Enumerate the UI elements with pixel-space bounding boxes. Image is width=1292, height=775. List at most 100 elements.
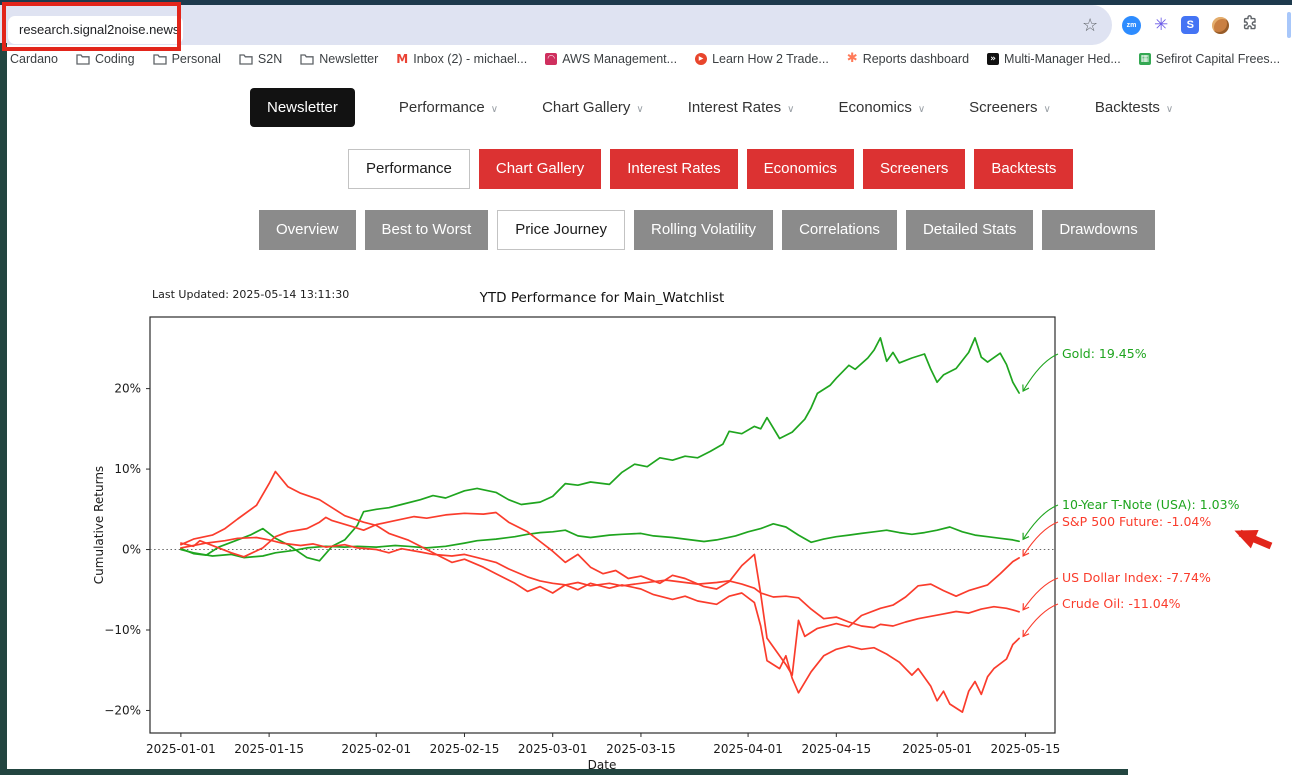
tab-screeners[interactable]: Screeners [862,149,966,189]
primary-nav: Newsletter Performance ∨ Chart Gallery ∨ Inte… [250,88,1173,127]
y-tick-label: 0% [122,543,141,557]
hubspot-sprocket-icon: ✱ [846,51,858,66]
folder-icon [152,53,167,65]
y-axis-label: Cumulative Returns [92,466,106,584]
folder-icon [239,53,253,65]
tab-economics[interactable]: Economics [746,149,854,189]
bookmark-personal[interactable]: Personal [152,51,221,66]
bookmark-label: Learn How 2 Trade... [712,51,829,66]
nav-item-label: Economics [838,99,912,116]
bookmark-learn-how-2-trade[interactable]: ▶ Learn How 2 Trade... [695,52,829,66]
series-label-sp500: S&P 500 Future: -1.04% [1062,514,1211,529]
x-tick-label: 2025-01-15 [234,742,304,756]
y-tick-label: −20% [104,703,141,717]
leader-arrow-crude [1022,603,1059,638]
folder-icon [300,53,314,65]
play-icon: » [987,52,1000,65]
zoom-extension-icon[interactable]: zm [1122,15,1141,35]
screenshot-border-top [0,0,1292,5]
x-tick-label: 2025-04-01 [713,742,783,756]
plot-frame [149,316,1056,734]
series-line-gold [180,337,1020,562]
chevron-down-icon: ∨ [1165,104,1174,115]
gmail-icon: M [396,51,409,66]
bookmark-inbox-2-michael[interactable]: M Inbox (2) - michael... [396,52,527,66]
url-bar[interactable]: research.signal2noise.news [8,16,183,44]
bookmark-newsletter[interactable]: Newsletter [300,52,378,66]
x-axis-label: Date [588,758,617,772]
bookmark-label: Personal [171,51,221,66]
chart-last-updated: Last Updated: 2025-05-14 13:11:30 [152,288,349,301]
nav-item-economics[interactable]: Economics ∨ [838,99,925,116]
screenshot-border-left [0,43,7,775]
chevron-down-icon: ∨ [490,104,499,115]
cookie-extension-icon[interactable] [1212,16,1230,34]
series-line-t-note [180,522,1020,559]
bookmark-star-icon[interactable]: ☆ [1082,15,1099,36]
nav-item-newsletter[interactable]: Newsletter [250,88,355,127]
bookmark-multi-manager-hed[interactable]: » Multi-Manager Hed... [987,52,1121,66]
tab-correlations[interactable]: Correlations [782,210,897,250]
chevron-down-icon: ∨ [917,104,926,115]
bookmark-s2n[interactable]: S2N [239,52,282,66]
chevron-down-icon: ∨ [636,104,644,115]
nav-item-performance[interactable]: Performance ∨ [399,99,498,116]
x-tick-label: 2025-05-01 [902,742,972,756]
performance-chart: Last Updated: 2025-05-14 13:11:30 YTD Per… [92,288,1273,772]
tab-detailed-stats[interactable]: Detailed Stats [905,210,1034,250]
nav-item-label: Performance [398,99,485,116]
x-tick-label: 2025-01-01 [146,742,216,756]
tab-best-to-worst[interactable]: Best to Worst [364,210,489,250]
tab-price-journey[interactable]: Price Journey [497,210,625,250]
tab-interest-rates[interactable]: Interest Rates [610,149,738,189]
folder-icon [76,53,90,65]
nav-item-label: Screeners [969,99,1038,116]
extensions-puzzle-icon[interactable] [1242,14,1259,36]
nav-item-chart-gallery[interactable]: Chart Gallery ∨ [542,99,644,116]
y-tick-label: −10% [104,623,141,637]
series-label-gold: Gold: 19.45% [1062,346,1147,361]
tab-performance[interactable]: Performance [348,149,470,189]
s-extension-icon[interactable]: S [1181,16,1200,34]
flower-extension-icon[interactable]: ✳ [1154,15,1169,35]
bookmark-label: Reports dashboard [862,51,970,66]
x-tick-label: 2025-05-15 [991,742,1061,756]
x-tick-label: 2025-03-15 [606,742,676,756]
nav-item-backtests[interactable]: Backtests ∨ [1095,99,1173,116]
tab-rolling-volatility[interactable]: Rolling Volatility [634,210,774,250]
leader-arrow-t-note [1022,504,1059,541]
nav-item-label: Interest Rates [687,99,782,116]
bookmark-label: Inbox (2) - michael... [413,51,528,66]
nav-item-label: Backtests [1094,99,1160,116]
bookmark-label: Coding [94,51,135,66]
nav-item-label: Chart Gallery [542,99,631,116]
screenshot-border-bottom [0,769,1128,775]
bookmark-reports-dashboard[interactable]: ✱ Reports dashboard [847,51,969,66]
bookmark-aws-management[interactable]: ◠ AWS Management... [545,52,677,66]
extension-icons: zm ✳ S [1122,9,1259,41]
tab-drawdowns[interactable]: Drawdowns [1042,210,1155,250]
chevron-down-icon: ∨ [1043,104,1051,115]
chart-title: YTD Performance for Main_Watchlist [479,290,725,306]
bookmark-cardano[interactable]: Cardano [10,52,58,66]
annotation-arrow [1234,529,1273,550]
leader-arrow-usd [1022,577,1059,611]
leader-arrow-sp500 [1022,521,1059,557]
bookmark-sefirot-capital-frees[interactable]: ▦ Sefirot Capital Frees... [1138,51,1281,66]
tab-overview[interactable]: Overview [259,210,356,250]
series-line-sp500 [180,511,1020,676]
nav-item-screeners[interactable]: Screeners ∨ [969,99,1051,116]
series-label-usd: US Dollar Index: -7.74% [1062,570,1211,585]
bookmark-coding[interactable]: Coding [76,52,135,66]
x-tick-label: 2025-02-01 [341,742,411,756]
bookmark-label: Sefirot Capital Frees... [1155,51,1281,66]
aws-icon: ◠ [545,52,558,65]
tab-backtests[interactable]: Backtests [974,149,1074,189]
tab-chart-gallery[interactable]: Chart Gallery [478,149,602,189]
browser-toolbar: research.signal2noise.news ☆ [0,5,1112,45]
bookmark-label: AWS Management... [562,51,678,66]
series-label-t-note: 10-Year T-Note (USA): 1.03% [1062,497,1240,512]
x-tick-label: 2025-04-15 [801,742,871,756]
nav-item-interest-rates[interactable]: Interest Rates ∨ [688,99,795,116]
